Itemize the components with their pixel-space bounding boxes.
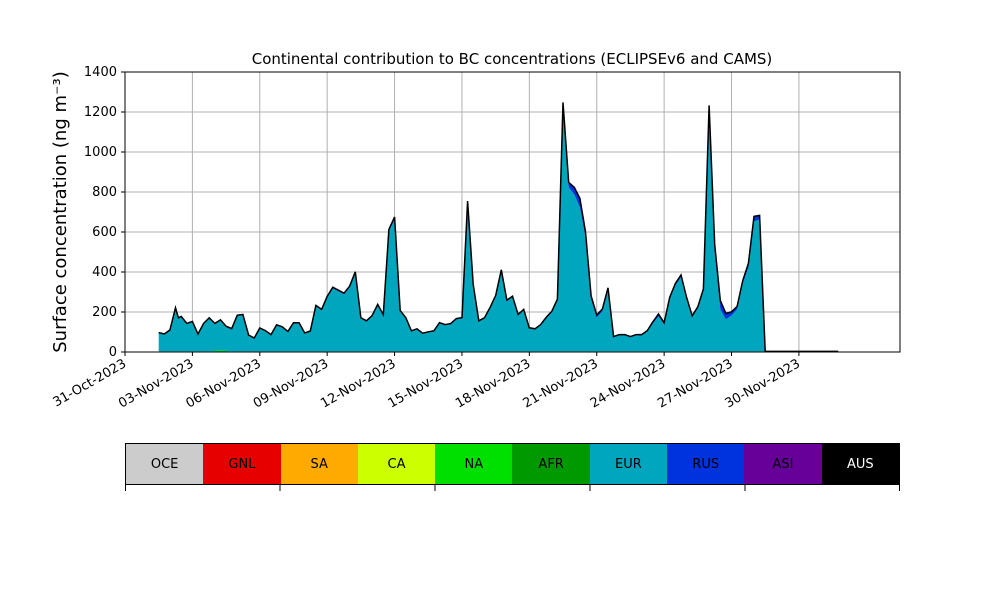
x-tick-label: 12-Nov-2023 (318, 356, 398, 411)
y-tick-label: 1400 (84, 65, 117, 80)
y-tick-label: 400 (92, 265, 117, 280)
y-tick-label: 600 (92, 225, 117, 240)
x-axis: 31-Oct-202303-Nov-202306-Nov-202309-Nov-… (51, 352, 803, 411)
total-outline (158, 102, 839, 353)
x-tick-label: 30-Nov-2023 (723, 356, 803, 411)
legend-item-oce: OCE (126, 444, 204, 484)
x-tick-label: 24-Nov-2023 (588, 356, 668, 411)
x-tick-label: 21-Nov-2023 (520, 356, 600, 411)
y-tick-label: 800 (92, 185, 117, 200)
legend-item-afr: AFR (512, 444, 590, 484)
legend-item-sa: SA (280, 444, 358, 484)
y-axis: 0 200 400 600 800 1000 1200 1400 (84, 65, 125, 360)
x-tick-label: 18-Nov-2023 (453, 356, 533, 411)
plot-frame (124, 71, 901, 353)
y-tick-label: 1200 (84, 105, 117, 120)
y-tick-label: 0 (109, 345, 117, 360)
x-tick-label: 06-Nov-2023 (184, 356, 264, 411)
legend-item-na: NA (435, 444, 513, 484)
x-tick-label: 15-Nov-2023 (386, 356, 466, 411)
x-tick-label: 27-Nov-2023 (655, 356, 735, 411)
chart-title: Continental contribution to BC concentra… (252, 50, 773, 68)
x-tick-label: 09-Nov-2023 (251, 356, 331, 411)
legend-ticks (125, 485, 900, 491)
legend-item-rus: RUS (667, 444, 745, 484)
legend-item-gnl: GNL (203, 444, 281, 484)
legend-item-aus: AUS (821, 444, 899, 484)
y-tick-label: 1000 (84, 145, 117, 160)
y-tick-label: 200 (92, 305, 117, 320)
x-tick-label: 03-Nov-2023 (116, 356, 196, 411)
legend-item-ca: CA (357, 444, 436, 484)
stacked-areas (158, 102, 839, 352)
y-axis-label: Surface concentration (ng m⁻³) (50, 71, 71, 353)
legend-item-asi: ASI (744, 444, 822, 484)
legend: OCE GNL SA CA NA AFR EUR RUS ASI AUS (125, 443, 900, 485)
area-eur (158, 105, 839, 352)
legend-item-eur: EUR (589, 444, 668, 484)
